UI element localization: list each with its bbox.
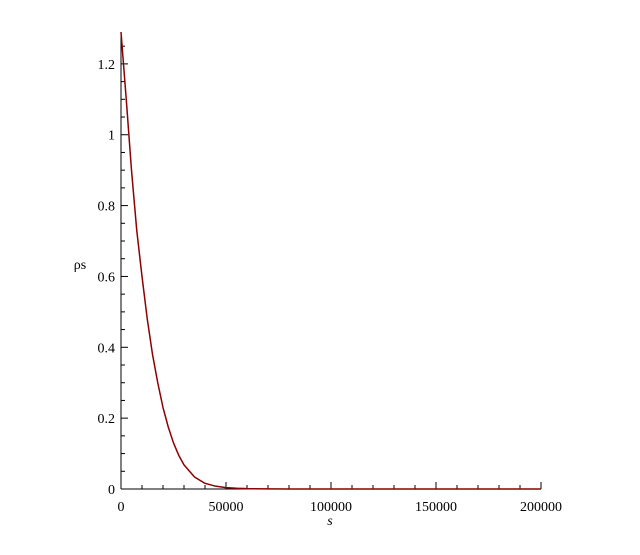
y-axis-title: ρs xyxy=(74,258,86,273)
x-tick-label: 150000 xyxy=(415,500,457,515)
y-tick-label: 1 xyxy=(108,129,115,144)
y-tick-label: 0.8 xyxy=(98,200,116,215)
x-tick-label: 0 xyxy=(118,500,125,515)
x-tick-label: 50000 xyxy=(209,500,244,515)
x-ticks: 0 50000 100000 150000 200000 xyxy=(118,482,562,515)
x-axis-title: s xyxy=(327,514,333,529)
axes xyxy=(120,32,541,490)
series-line xyxy=(120,31,541,490)
y-ticks: 0 0.2 0.4 0.6 0.8 1 1.2 xyxy=(98,45,128,498)
x-tick-label: 200000 xyxy=(520,500,562,515)
y-tick-label: 0.2 xyxy=(98,412,116,427)
y-tick-label: 0.6 xyxy=(98,270,116,285)
series-layer xyxy=(120,31,541,490)
y-tick-label: 0 xyxy=(108,483,115,498)
y-tick-label: 1.2 xyxy=(98,58,116,73)
y-tick-label: 0.4 xyxy=(98,341,116,356)
x-tick-label: 100000 xyxy=(310,500,352,515)
